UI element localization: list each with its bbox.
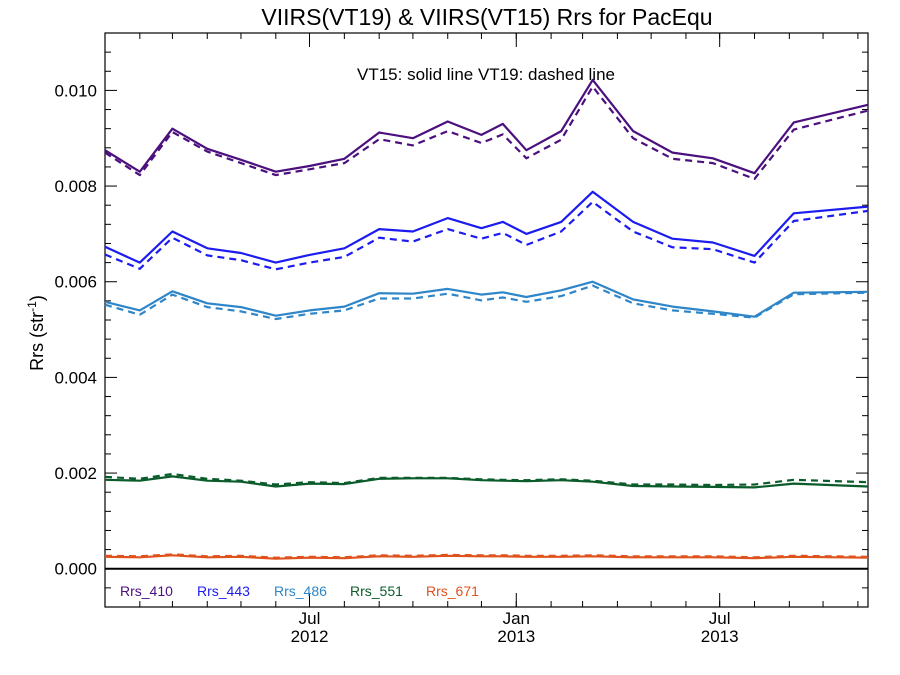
y-tick-label: 0.010: [54, 81, 97, 100]
series-layer: [104, 78, 869, 560]
series-line-rrs-443-vt15: [104, 190, 869, 264]
x-tick-label-year: 2012: [291, 627, 329, 646]
legend: Rrs_410 Rrs_443 Rrs_486 Rrs_551 Rrs_671: [120, 583, 479, 599]
legend-item-rrs-410: Rrs_410: [120, 583, 173, 599]
series-line-rrs-443-vt19: [104, 200, 869, 271]
series-line-rrs-410-vt15: [104, 78, 869, 175]
legend-item-rrs-551: Rrs_551: [350, 583, 403, 599]
legend-item-rrs-671: Rrs_671: [426, 583, 479, 599]
y-tick-label: 0.002: [54, 464, 97, 483]
series-line-rrs-410-vt19: [104, 85, 869, 180]
x-tick-label-year: 2013: [497, 627, 535, 646]
y-tick-label: 0.006: [54, 273, 97, 292]
x-tick-label-year: 2013: [701, 627, 739, 646]
y-axis-label-main: Rrs (str: [27, 312, 47, 371]
y-axis-label-superscript: -1: [25, 301, 39, 312]
line-style-annotation: VT15: solid line VT19: dashed line: [357, 65, 615, 84]
y-axis-label: Rrs (str-1): [25, 295, 47, 371]
x-tick-label-month: Jul: [709, 609, 731, 628]
series-line-rrs-671-vt15: [104, 554, 869, 560]
legend-item-rrs-443: Rrs_443: [197, 583, 250, 599]
y-axis-label-end: ): [27, 295, 47, 301]
series-line-rrs-486-vt19: [104, 284, 869, 321]
series-line-rrs-551-vt15: [104, 475, 869, 489]
plot-frame: [104, 32, 869, 608]
series-line-rrs-486-vt15: [104, 280, 869, 318]
y-tick-label: 0.004: [54, 368, 97, 387]
y-tick-label: 0.008: [54, 177, 97, 196]
x-tick-label-month: Jan: [503, 609, 530, 628]
plot-axes: 0.0000.0020.0040.0060.0080.010Jul2012Jan…: [54, 32, 869, 646]
y-tick-label: 0.000: [54, 560, 97, 579]
legend-item-rrs-486: Rrs_486: [274, 583, 327, 599]
x-tick-label-month: Jul: [299, 609, 321, 628]
chart-title: VIIRS(VT19) & VIIRS(VT15) Rrs for PacEqu: [261, 4, 712, 30]
